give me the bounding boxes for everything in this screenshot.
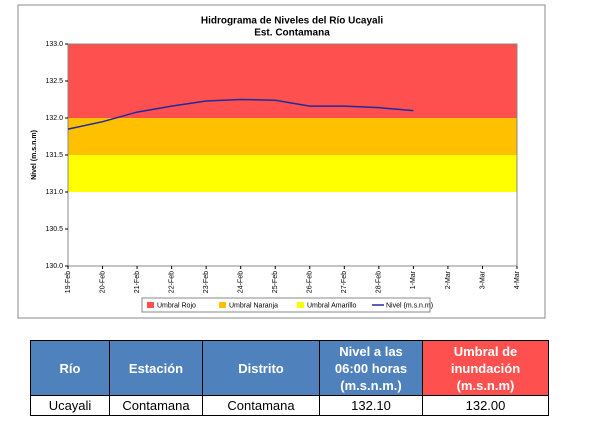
header-cell: Estación xyxy=(109,340,203,396)
y-tick-label: 131.5 xyxy=(45,152,63,159)
legend-label: Umbral Rojo xyxy=(157,302,196,309)
chart: Hidrograma de Niveles del Río Ucayali Es… xyxy=(17,4,546,319)
header-text: (m.s.n.m.) xyxy=(340,377,402,393)
cell: 132.10 xyxy=(319,395,423,416)
legend-swatch xyxy=(297,302,304,308)
legend-box xyxy=(141,297,431,313)
header-text: Río xyxy=(59,360,81,376)
x-tick-label: 3-Mar xyxy=(479,270,486,289)
chart-subtitle: Est. Contamana xyxy=(254,28,330,39)
header-text: (m.s.n.m) xyxy=(456,377,515,393)
y-tick-label: 133.0 xyxy=(45,41,63,48)
table: Río Estación Distrito Nivel a las 06:00 hora… xyxy=(30,340,549,416)
y-tick-label: 132.0 xyxy=(45,115,63,122)
header-text: Nivel a las xyxy=(339,343,403,359)
cell: Contamana xyxy=(109,395,203,416)
y-axis-label: Nivel (m.s.n.m) xyxy=(31,130,38,180)
x-tick-label: 28-Feb xyxy=(376,271,383,293)
x-tick-label: 27-Feb xyxy=(341,271,348,293)
x-tick-label: 26-Feb xyxy=(307,271,314,293)
row: Ucayali Contamana Contamana 132.10 132.00 xyxy=(30,395,549,416)
header-text: inundación xyxy=(450,360,521,376)
cell: 132.00 xyxy=(422,395,549,416)
y-tick-label: 131.0 xyxy=(45,189,63,196)
cell: Contamana xyxy=(202,395,320,416)
header-text: Estación xyxy=(128,360,184,376)
x-tick-label: 22-Feb xyxy=(168,271,175,293)
x-tick-label: 25-Feb xyxy=(272,271,279,293)
threshold-band xyxy=(68,118,517,155)
legend-label: Nivel (m.s.n.m) xyxy=(386,302,433,309)
x-tick-label: 19-Feb xyxy=(65,271,72,293)
header-cell: Distrito xyxy=(202,340,320,396)
header-cell: Nivel a las 06:00 horas (m.s.n.m.) xyxy=(319,340,423,396)
legend-label: Umbral Amarillo xyxy=(307,302,357,309)
header-text: Distrito xyxy=(238,360,284,376)
header-cell: Umbral de inundación (m.s.n.m) xyxy=(422,340,549,396)
x-tick-label: 24-Feb xyxy=(238,271,245,293)
y-tick-label: 130.5 xyxy=(45,226,63,233)
threshold-band xyxy=(68,44,517,118)
legend-swatch xyxy=(219,302,226,308)
x-tick-label: 21-Feb xyxy=(134,271,141,293)
chart-title: Hidrograma de Niveles del Río Ucayali xyxy=(201,16,384,27)
header-cell: Río xyxy=(30,340,110,396)
x-tick-label: 23-Feb xyxy=(203,271,210,293)
level-line xyxy=(67,98,414,130)
legend-label: Umbral Naranja xyxy=(229,302,278,309)
x-tick-label: 4-Mar xyxy=(514,270,521,289)
legend-swatch xyxy=(147,302,154,308)
header-text: Umbral de xyxy=(453,343,518,359)
x-tick-label: 1-Mar xyxy=(410,270,417,289)
threshold-band xyxy=(68,155,517,192)
header-text: 06:00 horas xyxy=(334,360,408,376)
y-tick-label: 132.5 xyxy=(45,78,63,85)
y-tick-label: 130.0 xyxy=(45,263,63,270)
x-tick-label: 2-Mar xyxy=(445,270,452,289)
x-tick-label: 20-Feb xyxy=(99,271,106,293)
cell: Ucayali xyxy=(30,395,110,416)
